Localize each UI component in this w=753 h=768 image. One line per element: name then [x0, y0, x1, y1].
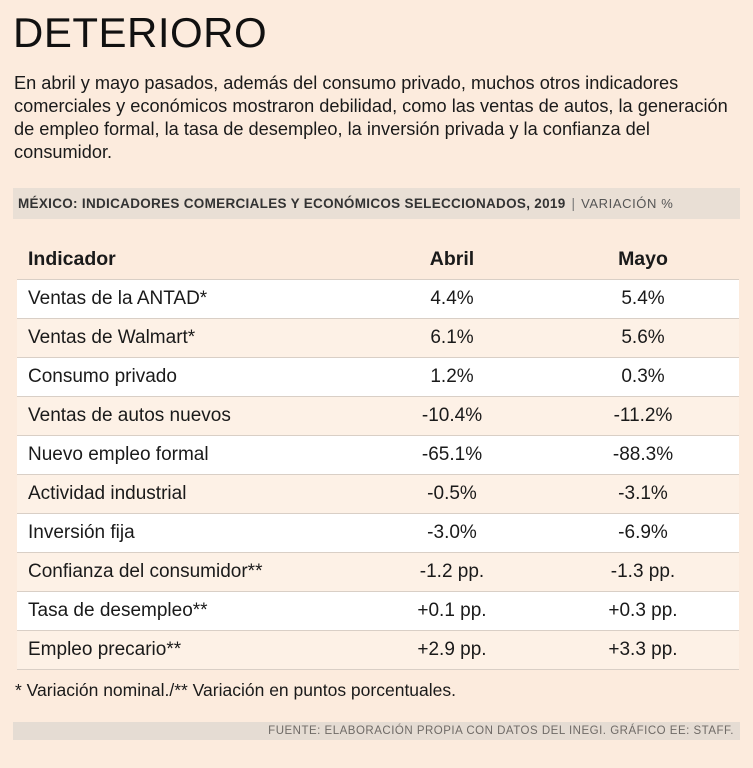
cell-abril: -3.0% — [427, 522, 477, 543]
cell-abril: 4.4% — [430, 288, 474, 309]
cell-mayo: 0.3% — [621, 366, 665, 387]
cell-mayo: -88.3% — [612, 444, 674, 465]
cell-indicador: Confianza del consumidor** — [28, 561, 263, 582]
footnote: * Variación nominal./** Variación en pun… — [15, 680, 457, 700]
table-row: Ventas de autos nuevos -10.4% -11.2% — [17, 397, 739, 436]
table-row: Inversión fija -3.0% -6.9% — [17, 514, 739, 553]
cell-indicador: Ventas de Walmart* — [28, 327, 196, 348]
cell-abril: +2.9 pp. — [417, 639, 487, 660]
cell-indicador: Empleo precario** — [28, 639, 182, 660]
cell-abril: 1.2% — [430, 366, 474, 387]
table-row: Tasa de desempleo** +0.1 pp. +0.3 pp. — [17, 592, 739, 631]
cell-mayo: +3.3 pp. — [608, 639, 678, 660]
cell-indicador: Nuevo empleo formal — [28, 444, 209, 465]
cell-indicador: Tasa de desempleo** — [28, 600, 208, 621]
cell-abril: +0.1 pp. — [417, 600, 487, 621]
table-title-bar: MÉXICO: INDICADORES COMERCIALES Y ECONÓM… — [13, 188, 740, 219]
table-row: Confianza del consumidor** -1.2 pp. -1.3 p… — [17, 553, 739, 592]
table-row: Consumo privado 1.2% 0.3% — [17, 358, 739, 397]
cell-abril: 6.1% — [430, 327, 474, 348]
table-subtitle: VARIACIÓN % — [581, 196, 674, 211]
column-header-abril: Abril — [429, 248, 475, 270]
cell-mayo: +0.3 pp. — [608, 600, 678, 621]
cell-mayo: -1.3 pp. — [610, 561, 676, 582]
cell-mayo: -6.9% — [618, 522, 668, 543]
cell-mayo: -3.1% — [618, 483, 668, 504]
column-header-indicador: Indicador — [28, 248, 116, 270]
cell-mayo: 5.4% — [621, 288, 665, 309]
cell-indicador: Consumo privado — [28, 366, 177, 387]
cell-mayo: 5.6% — [621, 327, 665, 348]
table-header-row: Indicador Abril Mayo — [17, 240, 739, 280]
cell-abril: -10.4% — [421, 405, 483, 426]
table-row: Actividad industrial -0.5% -3.1% — [17, 475, 739, 514]
column-header-mayo: Mayo — [618, 248, 668, 270]
page-title: DETERIORO — [13, 9, 268, 56]
table-row: Ventas de la ANTAD* 4.4% 5.4% — [17, 280, 739, 319]
source-credit: FUENTE: ELABORACIÓN PROPIA CON DATOS DEL… — [13, 722, 740, 740]
table-row: Nuevo empleo formal -65.1% -88.3% — [17, 436, 739, 475]
title-separator: | — [571, 196, 576, 211]
cell-indicador: Ventas de autos nuevos — [28, 405, 231, 426]
cell-indicador: Actividad industrial — [28, 483, 187, 504]
intro-paragraph: En abril y mayo pasados, además del cons… — [14, 73, 728, 162]
table-title: MÉXICO: INDICADORES COMERCIALES Y ECONÓM… — [18, 196, 566, 211]
cell-abril: -0.5% — [427, 483, 477, 504]
table-row: Empleo precario** +2.9 pp. +3.3 pp. — [17, 631, 739, 670]
table-row: Ventas de Walmart* 6.1% 5.6% — [17, 319, 739, 358]
cell-indicador: Inversión fija — [28, 522, 135, 543]
cell-mayo: -11.2% — [613, 405, 673, 426]
indicators-table: Indicador Abril Mayo Ventas de la ANTAD*… — [17, 240, 739, 670]
table-body: Ventas de la ANTAD* 4.4% 5.4% Ventas de Wal… — [17, 280, 739, 670]
cell-abril: -1.2 pp. — [419, 561, 485, 582]
cell-indicador: Ventas de la ANTAD* — [28, 288, 208, 309]
cell-abril: -65.1% — [421, 444, 483, 465]
